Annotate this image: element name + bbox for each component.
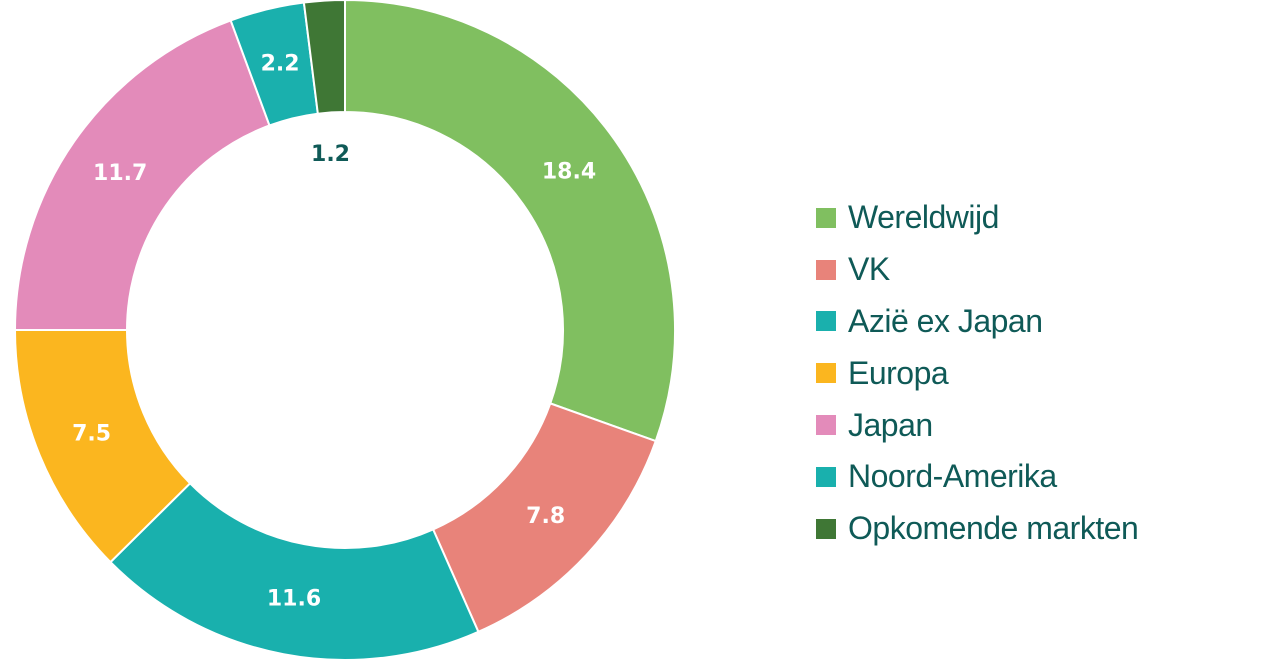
legend-swatch [816,415,836,436]
legend-swatch [816,363,836,384]
slice-labels: 18.4 7.8 11.6 7.5 11.7 2.2 1.2 [72,51,596,611]
legend-label: Europa [848,354,949,391]
legend-swatch [816,311,836,332]
slice-value-label: 7.5 [72,422,111,447]
legend-swatch [816,259,836,280]
legend-label: Azië ex Japan [848,302,1043,339]
legend-label: Noord-Amerika [848,458,1057,495]
legend-swatch [816,518,836,539]
legend-swatch [816,207,836,228]
slice-value-label: 2.2 [261,51,300,76]
slice-value-label: 11.6 [267,587,321,612]
legend-item: Noord-Amerika [816,451,1138,503]
legend-label: Japan [848,406,933,443]
chart-legend: Wereldwijd VK Azië ex Japan Europa Japan Noor… [816,192,1139,555]
legend-item: Japan [816,399,1138,451]
legend-item: Europa [816,347,1138,399]
slice-value-label: 1.2 [311,142,350,167]
slice-value-label: 11.7 [93,161,147,186]
donut-slices [13,0,676,660]
legend-label: VK [848,251,890,288]
donut-chart: 18.4 7.8 11.6 7.5 11.7 2.2 1.2 [13,0,676,660]
slice-opkomende-markten [302,0,346,115]
slice-value-label: 7.8 [526,504,565,529]
legend-item: Opkomende markten [816,503,1139,555]
legend-item: Azië ex Japan [816,296,1138,348]
legend-label: Wereldwijd [848,199,999,236]
slice-noord-amerika [109,481,480,660]
legend-label: Opkomende markten [848,510,1139,547]
legend-swatch [816,466,836,487]
legend-item: VK [816,244,1138,296]
slice-japan [13,19,271,331]
slice-value-label: 18.4 [542,160,596,185]
slice-wereldwijd [344,0,676,443]
legend-item: Wereldwijd [816,192,1138,244]
